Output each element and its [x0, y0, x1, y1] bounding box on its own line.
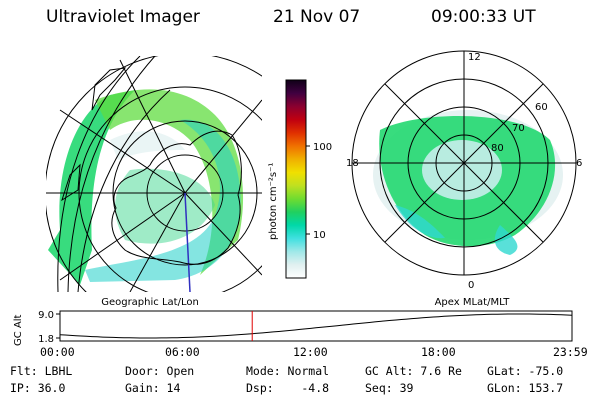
- altitude-ylabel: GC Alt: [13, 314, 24, 346]
- altitude-frame: [59, 310, 573, 342]
- colorbar-tick-10: 10: [313, 230, 326, 241]
- geo-map-caption: Geographic Lat/Lon: [101, 297, 199, 308]
- status-glat: GLat: -75.0: [487, 364, 564, 378]
- altitude-xtick-1200: 12:00: [293, 345, 328, 359]
- status-mode: Mode: Normal: [246, 364, 330, 378]
- altitude-xtick-0600: 06:00: [165, 345, 200, 359]
- geo-limb-arcs: [57, 56, 171, 292]
- time-label: 09:00:33 UT: [431, 7, 536, 27]
- status-door: Door: Open: [125, 364, 195, 378]
- colorbar-ticks: [306, 145, 310, 235]
- status-seq: Seq: 39: [365, 381, 414, 395]
- altitude-xtick-0000: 00:00: [40, 345, 75, 359]
- geo-map: [46, 56, 262, 292]
- altitude-ytick-min: 1.8: [38, 334, 54, 345]
- instrument-title: Ultraviolet Imager: [46, 7, 200, 27]
- altitude-yticks: [56, 313, 60, 339]
- date-label: 21 Nov 07: [273, 7, 361, 27]
- polar-lat-60: 60: [535, 102, 548, 113]
- polar-plot: 12 18 6 0 60 70 80: [346, 50, 582, 291]
- polar-lat-70: 70: [512, 123, 525, 134]
- polar-mlt-18: 18: [346, 158, 359, 169]
- altitude-xtick-1800: 18:00: [421, 345, 456, 359]
- polar-mlt-12: 12: [468, 52, 481, 63]
- altitude-plot: 9.0 1.8 GC Alt: [13, 310, 573, 346]
- geo-coastline-antarctica: [111, 130, 242, 265]
- altitude-xtick-2359: 23:59: [553, 345, 588, 359]
- geo-coastline-fragments: [61, 67, 127, 202]
- status-filter: Flt: LBHL: [10, 364, 73, 378]
- geo-sun-meridian: [184, 192, 191, 292]
- polar-plot-caption: Apex MLat/MLT: [435, 297, 511, 308]
- polar-mlt-spokes: [352, 51, 576, 275]
- polar-mlt-0: 0: [468, 280, 474, 291]
- geo-dayglow-patch: [110, 131, 185, 160]
- polar-lat-80: 80: [491, 143, 504, 154]
- geo-aurora-band-south: [85, 119, 241, 282]
- status-ip: IP: 36.0: [10, 381, 66, 395]
- status-glon: GLon: 153.7: [487, 381, 564, 395]
- colorbar: [285, 79, 307, 279]
- status-gain: Gain: 14: [125, 381, 181, 395]
- polar-mlt-6: 6: [576, 158, 582, 169]
- geo-aurora-band-west: [48, 90, 135, 285]
- geo-meridians: [46, 59, 262, 292]
- altitude-curve: [59, 313, 573, 339]
- status-gc-alt: GC Alt: 7.6 Re: [365, 364, 462, 378]
- polar-aurora-spot-right: [494, 225, 518, 255]
- status-dsp: Dsp: -4.8: [246, 381, 330, 395]
- colorbar-unit-label: photon cm⁻²s⁻¹: [268, 163, 279, 240]
- colorbar-tick-100: 100: [313, 142, 332, 153]
- polar-aurora-spot-left: [395, 205, 445, 239]
- altitude-ytick-max: 9.0: [38, 310, 54, 321]
